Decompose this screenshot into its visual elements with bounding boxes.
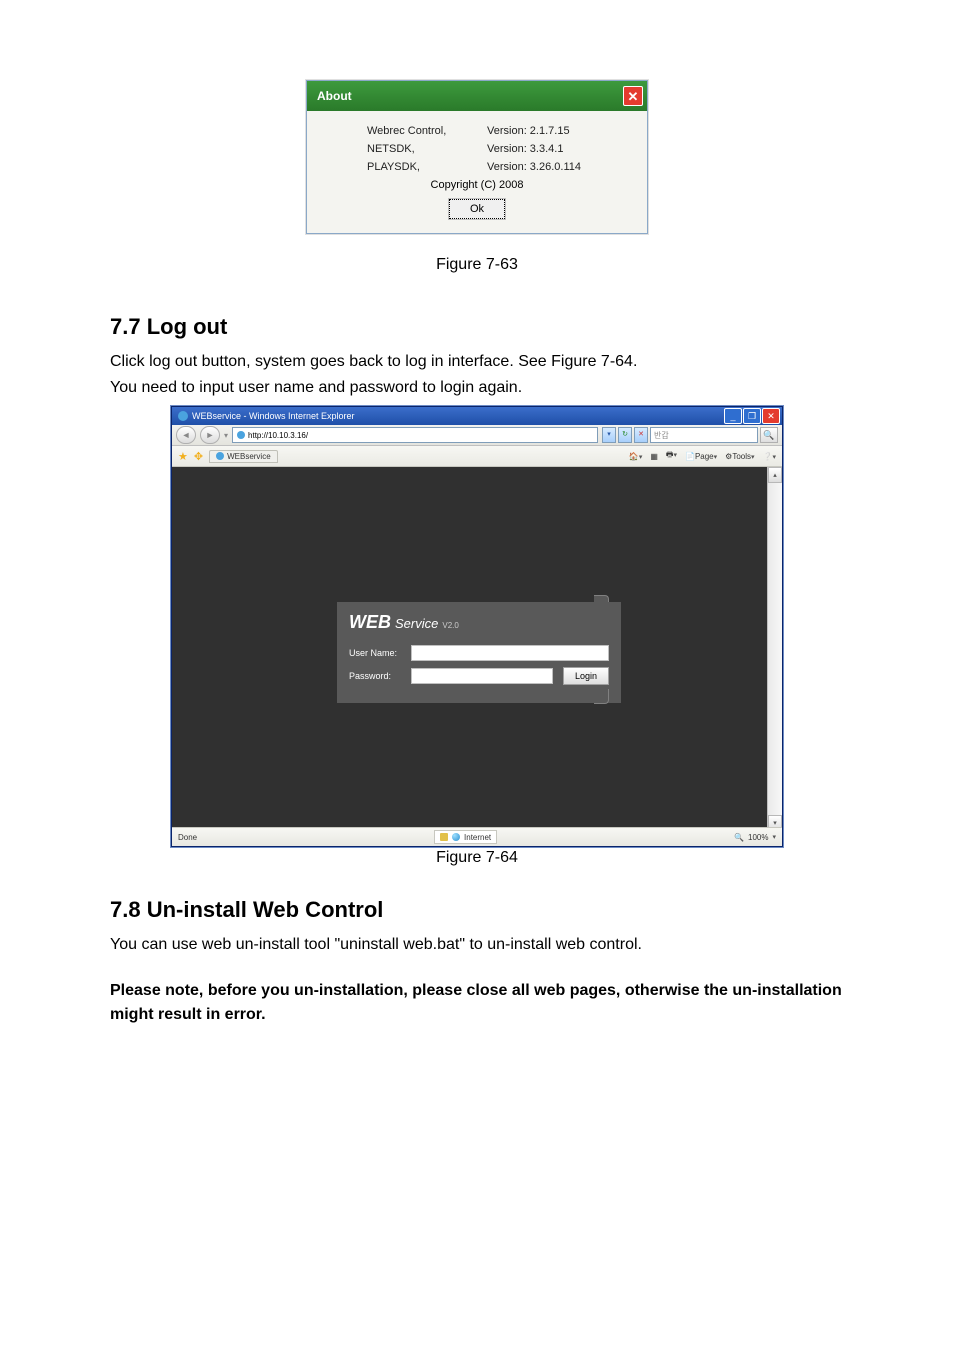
ie-title-text: WEBservice - Windows Internet Explorer [192, 411, 355, 421]
cmd-right: 🏠▾ ▦ 🖶▾ 📄Page▾ ⚙Tools▾ ❔▾ [629, 449, 776, 463]
body-text: You need to input user name and password… [110, 376, 844, 400]
feeds-icon[interactable]: ▦ [650, 452, 658, 461]
about-row: NETSDK, Version: 3.3.4.1 [317, 143, 637, 155]
add-favorites-icon[interactable]: ✥ [194, 450, 203, 463]
body-text: You can use web un-install tool "uninsta… [110, 933, 844, 957]
password-input[interactable] [411, 668, 553, 684]
close-icon[interactable]: ✕ [762, 408, 780, 424]
section-heading-uninstall: 7.8 Un-install Web Control [110, 897, 844, 923]
about-titlebar: About ✕ [307, 81, 647, 111]
zoom-dropdown-icon[interactable]: ▾ [772, 833, 776, 841]
window-buttons: _ ❐ ✕ [724, 408, 780, 424]
browser-tab[interactable]: WEBservice [209, 450, 278, 463]
brand-service: Service [395, 616, 438, 631]
about-row-label: Webrec Control, [317, 125, 487, 137]
ie-command-bar: ★ ✥ WEBservice 🏠▾ ▦ 🖶▾ 📄Page▾ ⚙Tools▾ ❔▾ [172, 446, 782, 467]
zoom-control[interactable]: 🔍 100% ▾ [734, 833, 776, 842]
address-input[interactable]: http://10.10.3.16/ [232, 427, 598, 443]
login-panel: WEB Service V2.0 User Name: Password: Logi… [337, 602, 621, 703]
about-row-value: Version: 3.3.4.1 [487, 143, 637, 155]
username-row: User Name: [349, 645, 609, 661]
about-title: About [317, 89, 352, 103]
login-logo: WEB Service V2.0 [349, 612, 609, 633]
address-dropdown-icon[interactable]: ▾ [602, 427, 616, 443]
tab-label: WEBservice [227, 452, 271, 461]
forward-button[interactable]: ► [200, 426, 220, 444]
cmd-left: ★ ✥ WEBservice [178, 450, 278, 463]
about-row: Webrec Control, Version: 2.1.7.15 [317, 125, 637, 137]
stop-icon[interactable]: ✕ [634, 427, 648, 443]
ie-icon [178, 411, 188, 421]
zone-label: Internet [464, 833, 491, 842]
nav-dropdown-icon[interactable]: ▾ [224, 431, 228, 440]
scroll-down-icon[interactable]: ▾ [768, 815, 782, 827]
ie-window-title: WEBservice - Windows Internet Explorer [178, 411, 355, 421]
search-placeholder: 반갑 [654, 430, 669, 441]
ie-content: WEB Service V2.0 User Name: Password: Logi… [172, 467, 782, 827]
login-button[interactable]: Login [563, 667, 609, 685]
about-row-value: Version: 2.1.7.15 [487, 125, 637, 137]
maximize-icon[interactable]: ❐ [743, 408, 761, 424]
tools-menu[interactable]: ⚙Tools▾ [725, 452, 754, 461]
username-label: User Name: [349, 648, 405, 658]
password-row: Password: Login [349, 667, 609, 685]
brand-version: V2.0 [442, 621, 458, 630]
minimize-icon[interactable]: _ [724, 408, 742, 424]
ie-address-bar: ◄ ► ▾ http://10.10.3.16/ ▾ ↻ ✕ 반갑 🔍 [172, 425, 782, 446]
about-row-label: NETSDK, [317, 143, 487, 155]
figure-caption: Figure 7-63 [110, 256, 844, 274]
address-right: ▾ ↻ ✕ 반갑 🔍 [602, 427, 778, 443]
url-text: http://10.10.3.16/ [248, 431, 308, 440]
shield-icon [440, 833, 448, 841]
about-copyright: Copyright (C) 2008 [317, 179, 637, 191]
document-page: About ✕ Webrec Control, Version: 2.1.7.1… [0, 0, 954, 1350]
ie-window: WEBservice - Windows Internet Explorer _… [171, 406, 783, 847]
body-text-warning: Please note, before you un-installation,… [110, 979, 844, 1027]
ok-button[interactable]: Ok [449, 199, 505, 219]
password-label: Password: [349, 671, 405, 681]
figure-caption: Figure 7-64 [110, 849, 844, 867]
about-body: Webrec Control, Version: 2.1.7.15 NETSDK… [307, 111, 647, 233]
back-button[interactable]: ◄ [176, 426, 196, 444]
brand-web: WEB [349, 612, 391, 632]
panel-corner-icon [594, 689, 609, 704]
about-row-label: PLAYSDK, [317, 161, 487, 173]
close-icon[interactable]: ✕ [623, 86, 643, 106]
help-icon[interactable]: ❔▾ [763, 452, 776, 461]
search-go-icon[interactable]: 🔍 [760, 427, 778, 443]
favorites-icon[interactable]: ★ [178, 450, 188, 463]
scroll-up-icon[interactable]: ▴ [768, 467, 782, 483]
about-row-value: Version: 3.26.0.114 [487, 161, 637, 173]
print-icon[interactable]: 🖶▾ [666, 449, 677, 463]
section-heading-logout: 7.7 Log out [110, 314, 844, 340]
zoom-value: 100% [748, 833, 768, 842]
ie-titlebar: WEBservice - Windows Internet Explorer _… [172, 407, 782, 425]
page-menu[interactable]: 📄Page▾ [685, 452, 717, 461]
refresh-icon[interactable]: ↻ [618, 427, 632, 443]
status-zone: Internet [434, 830, 497, 844]
tab-icon [216, 452, 224, 460]
zoom-icon: 🔍 [734, 833, 744, 842]
ie-status-bar: Done Internet 🔍 100% ▾ [172, 827, 782, 846]
body-text: Click log out button, system goes back t… [110, 350, 844, 374]
ie-window-figure: WEBservice - Windows Internet Explorer _… [110, 406, 844, 847]
about-dialog: About ✕ Webrec Control, Version: 2.1.7.1… [306, 80, 648, 234]
scrollbar[interactable]: ▴ ▾ [767, 467, 782, 827]
internet-zone-icon [452, 833, 460, 841]
status-done: Done [178, 833, 197, 842]
about-row: PLAYSDK, Version: 3.26.0.114 [317, 161, 637, 173]
about-ok-row: Ok [317, 199, 637, 223]
username-input[interactable] [411, 645, 609, 661]
about-dialog-figure: About ✕ Webrec Control, Version: 2.1.7.1… [110, 80, 844, 234]
home-icon[interactable]: 🏠▾ [629, 452, 642, 461]
page-icon [237, 431, 245, 439]
search-input[interactable]: 반갑 [650, 427, 758, 443]
